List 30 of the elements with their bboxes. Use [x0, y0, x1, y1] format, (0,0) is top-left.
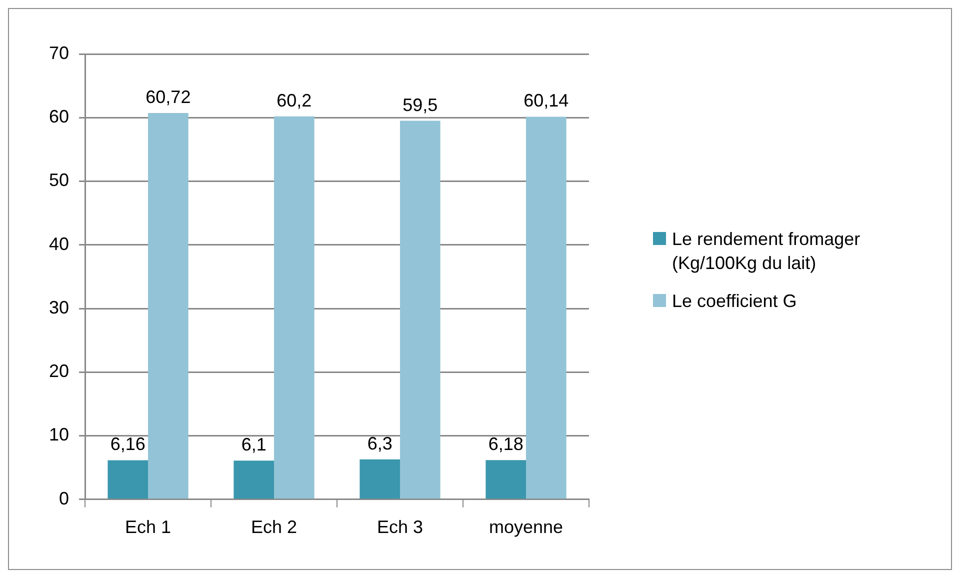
y-tick-label: 20 — [48, 361, 70, 382]
y-tick-label: 40 — [48, 234, 70, 254]
data-label: 6,1 — [241, 434, 266, 455]
data-label: 60,14 — [524, 90, 569, 111]
bar — [274, 116, 314, 499]
y-tick-label: 10 — [48, 424, 70, 445]
y-tick-label: 50 — [48, 170, 70, 190]
bar — [526, 116, 566, 499]
bar — [360, 459, 400, 499]
bar — [486, 460, 526, 499]
data-label: 60,72 — [146, 87, 191, 108]
x-tick-label: Ech 3 — [376, 517, 424, 538]
data-label: 6,16 — [110, 434, 146, 454]
data-label: 6,18 — [488, 434, 524, 454]
x-tick-label: Ech 2 — [251, 517, 298, 538]
y-tick-label: 60 — [48, 106, 70, 127]
y-tick-label: 30 — [48, 297, 70, 318]
bar — [234, 460, 274, 499]
bar — [108, 460, 148, 499]
data-label: 6,3 — [367, 433, 392, 454]
x-tick-label: Ech 1 — [125, 517, 172, 538]
y-tick-label: 70 — [48, 42, 70, 63]
x-tick-label: moyenne — [488, 517, 564, 538]
data-label: 59,5 — [402, 94, 438, 115]
legend-label: Le coefficient G — [672, 290, 798, 313]
bar — [148, 113, 188, 499]
legend-label: Le rendement fromager (Kg/100Kg du lait) — [672, 228, 862, 275]
bar — [400, 120, 440, 499]
y-tick-label: 0 — [59, 488, 70, 508]
data-label: 60,2 — [276, 90, 312, 110]
